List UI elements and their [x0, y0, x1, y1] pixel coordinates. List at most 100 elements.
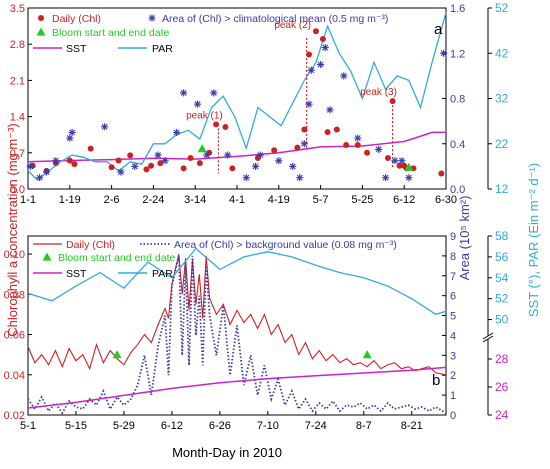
panel-a-chl-point	[229, 165, 236, 172]
panel-a-chl-point	[87, 145, 94, 152]
panel-a-area-tick-label: 0.4	[450, 139, 465, 151]
panel-a-x-tick-label: 3-14	[184, 194, 206, 206]
panel-b-x-tick-label: 5-29	[113, 420, 135, 432]
panel-b-x-tick-label: 6-26	[209, 420, 231, 432]
legend-daily-label: Daily (Chl)	[52, 13, 101, 25]
panel-a-area-point	[66, 134, 74, 142]
panel-b-area-tick-label: 8	[450, 251, 456, 263]
panel-a: 1-1 1-19 2-6 2-24 3-14 4-1 4-19 5-7 5-25 6-12 6-30…	[10, 1, 509, 206]
right-area-axis-title: Area (10⁵ km²)	[457, 196, 472, 281]
panel-b-legend: Daily (Chl) Area of (Chl) > background va…	[33, 239, 397, 280]
panel-b-axis-break	[482, 332, 494, 340]
panel-a-chl-point	[66, 157, 73, 164]
panel-a-chl-point	[196, 160, 203, 167]
panel-a-x-tick-label: 5-7	[313, 194, 329, 206]
panel-a-left-tick-label: 1.4	[10, 112, 25, 124]
panel-b-x-tick-label: 8-7	[356, 420, 372, 432]
panel-b-left-tick-label: 0.08	[4, 289, 25, 301]
panel-a-chl-point	[354, 142, 361, 149]
legend-b-par-label: PAR	[152, 268, 173, 280]
panel-a-chl-point	[319, 36, 326, 43]
panel-b-area-tick-label: 9	[450, 231, 456, 243]
legend-b-bloom-swatch	[42, 252, 52, 261]
panel-b-par-tick-label: 50	[495, 313, 509, 327]
panel-a-left-tick-label: 2.1	[10, 75, 25, 87]
panel-b-bloom-marker	[112, 350, 122, 359]
panel-a-chl-point	[271, 147, 278, 154]
panel-a-x-tick-label: 2-24	[142, 194, 164, 206]
panel-a-area-point	[173, 128, 181, 137]
panel-b-sst-tick-label: 28	[495, 352, 509, 366]
panel-b-x-tick-label: 5-1	[20, 420, 36, 432]
panel-a-area-tick-label: 1.2	[450, 48, 465, 60]
panel-b-area-tick-label: 3	[450, 350, 456, 362]
panel-a-bloom-marker	[404, 162, 414, 171]
panel-a-x-tick-label: 5-25	[351, 194, 373, 206]
legend-b-sst-label: SST	[66, 268, 87, 280]
panel-a-x-tick-label: 6-12	[393, 194, 415, 206]
panel-a-x-tick-label: 4-1	[229, 194, 245, 206]
panel-a-area-point	[224, 151, 232, 159]
panel-b-area-tick-label: 1	[450, 390, 456, 402]
panel-a-chl-point	[143, 166, 150, 173]
panel-a-area-point	[305, 100, 313, 108]
panel-a-area-point	[203, 151, 211, 159]
panel-b-x-tick-label: 7-24	[305, 420, 327, 432]
panel-a-chl-point	[187, 154, 194, 161]
legend-b-bloom-label: Bloom start and end date	[58, 252, 175, 264]
panel-b-area-tick-label: 6	[450, 291, 456, 303]
panel-a-chl-point	[333, 126, 340, 133]
panel-b-area-tick-label: 2	[450, 370, 456, 382]
panel-a-bloom-marker	[197, 144, 207, 153]
panel-a-area-point	[52, 157, 60, 165]
panel-b-area-tick-label: 7	[450, 271, 456, 283]
panel-a-area-point	[68, 128, 76, 137]
legend-area-swatch	[148, 14, 156, 22]
legend-par-label: PAR	[152, 43, 173, 55]
panel-a-chl-point	[301, 126, 308, 133]
panel-b-sst-tick-label: 26	[495, 380, 509, 394]
panel-b-x-tick-label: 5-15	[65, 420, 87, 432]
panel-a-x-tick-label: 1-1	[20, 194, 36, 206]
panel-a-left-tick-label: 2.8	[10, 39, 25, 51]
panel-b-left-tick-label: 0.04	[4, 370, 25, 382]
legend-b-daily-label: Daily (Chl)	[66, 239, 115, 251]
panel-a-chl-point	[364, 149, 371, 156]
panel-a-chl-point	[294, 144, 301, 151]
panel-a-area-point	[179, 89, 188, 97]
panel-a-chl-point	[213, 121, 220, 128]
panel-a-area-point	[26, 162, 34, 170]
panel-a-area-point	[193, 100, 202, 108]
panel-b-label: b	[432, 372, 440, 389]
panel-a-chl-point	[343, 142, 350, 149]
panel-a-chl-point	[148, 162, 155, 169]
panel-a-legend: Daily (Chl) Area of (Chl) > climatologica…	[33, 13, 388, 55]
panel-b-sst-line	[27, 366, 447, 409]
panel-a-area-point	[300, 140, 308, 148]
panel-a-chl-point	[180, 165, 187, 172]
panel-a-chl-point	[108, 164, 115, 171]
panel-b-par-tick-label: 54	[495, 271, 509, 285]
panel-b-par-tick-label: 52	[495, 292, 509, 306]
panel-a-chl-point	[384, 154, 391, 161]
panel-a-sst-par-tick-label: 52	[495, 1, 509, 15]
panel-a-sst-par-tick-label: 32	[495, 92, 509, 106]
panel-a-area-point	[340, 72, 348, 80]
panel-a-area-point	[405, 174, 413, 182]
right-sst-par-axis-title: SST (°), PAR (Ein m⁻² d⁻¹)	[526, 163, 541, 317]
panel-a-area-tick-label: 0.8	[450, 94, 465, 106]
panel-b-left-tick-label: 0.02	[4, 410, 25, 422]
panel-b-sst-tick-label: 24	[495, 408, 509, 422]
panel-a-chl-point	[305, 51, 312, 58]
panel-a-left-tick-label: 0.0	[10, 184, 25, 196]
panel-a-chl-point	[71, 161, 78, 168]
panel-b-left-tick-label: 0.06	[4, 330, 25, 342]
legend-bloom-label: Bloom start and end date	[52, 27, 169, 39]
panel-a-area-point	[36, 174, 44, 182]
panel-a-area-point	[326, 106, 334, 114]
panel-a-peak-label: peak (2)	[274, 20, 311, 31]
panel-a-area-point	[275, 157, 283, 165]
panel-a-area-point	[289, 162, 297, 170]
legend-daily-swatch	[38, 15, 44, 21]
panel-a-chl-point	[222, 123, 229, 130]
